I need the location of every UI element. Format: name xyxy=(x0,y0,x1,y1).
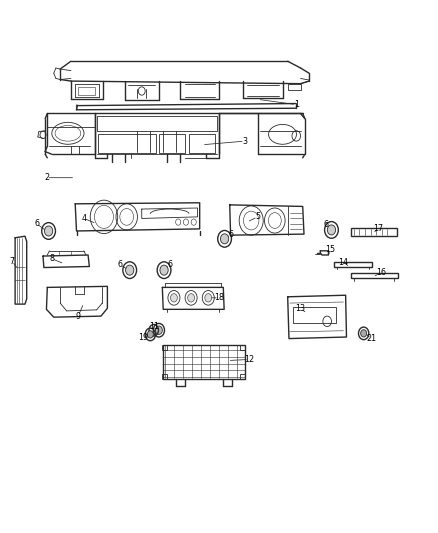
Bar xyxy=(78,87,95,95)
Text: 7: 7 xyxy=(10,257,14,266)
Circle shape xyxy=(327,225,336,235)
Circle shape xyxy=(360,330,367,337)
Bar xyxy=(189,134,215,152)
Text: 16: 16 xyxy=(376,268,386,277)
Text: 13: 13 xyxy=(296,304,306,313)
Text: 3: 3 xyxy=(242,136,247,146)
Text: 17: 17 xyxy=(373,224,383,233)
Circle shape xyxy=(147,331,153,338)
Circle shape xyxy=(160,265,168,275)
Circle shape xyxy=(187,294,194,302)
Text: 21: 21 xyxy=(366,334,376,343)
Bar xyxy=(98,134,156,152)
Text: 6: 6 xyxy=(118,261,123,270)
Text: 6: 6 xyxy=(167,261,172,270)
Text: 6: 6 xyxy=(34,219,39,228)
Text: 6: 6 xyxy=(228,230,233,239)
Text: 18: 18 xyxy=(214,293,224,302)
Text: 14: 14 xyxy=(339,258,349,267)
Bar xyxy=(334,262,372,266)
Text: 5: 5 xyxy=(255,212,260,221)
Text: 11: 11 xyxy=(149,322,159,331)
Bar xyxy=(293,307,336,323)
Bar xyxy=(159,134,185,152)
Text: 4: 4 xyxy=(81,214,86,223)
Circle shape xyxy=(155,326,162,334)
Bar xyxy=(351,273,398,278)
Bar xyxy=(97,116,217,131)
Circle shape xyxy=(126,265,134,275)
Bar xyxy=(162,345,166,350)
Circle shape xyxy=(220,234,229,244)
Text: 12: 12 xyxy=(244,355,254,364)
Text: 1: 1 xyxy=(294,100,299,109)
Bar xyxy=(240,345,245,350)
Circle shape xyxy=(170,294,177,302)
Bar xyxy=(351,228,397,236)
Bar xyxy=(162,374,166,379)
Bar xyxy=(240,374,245,379)
Text: 19: 19 xyxy=(138,333,148,342)
Text: 9: 9 xyxy=(76,312,81,321)
Circle shape xyxy=(205,294,212,302)
Text: 8: 8 xyxy=(49,254,54,263)
Circle shape xyxy=(45,226,53,236)
Bar xyxy=(163,345,245,379)
Text: 15: 15 xyxy=(325,245,335,254)
Text: 2: 2 xyxy=(44,173,49,182)
Text: 6: 6 xyxy=(324,220,329,229)
Bar xyxy=(288,84,300,90)
